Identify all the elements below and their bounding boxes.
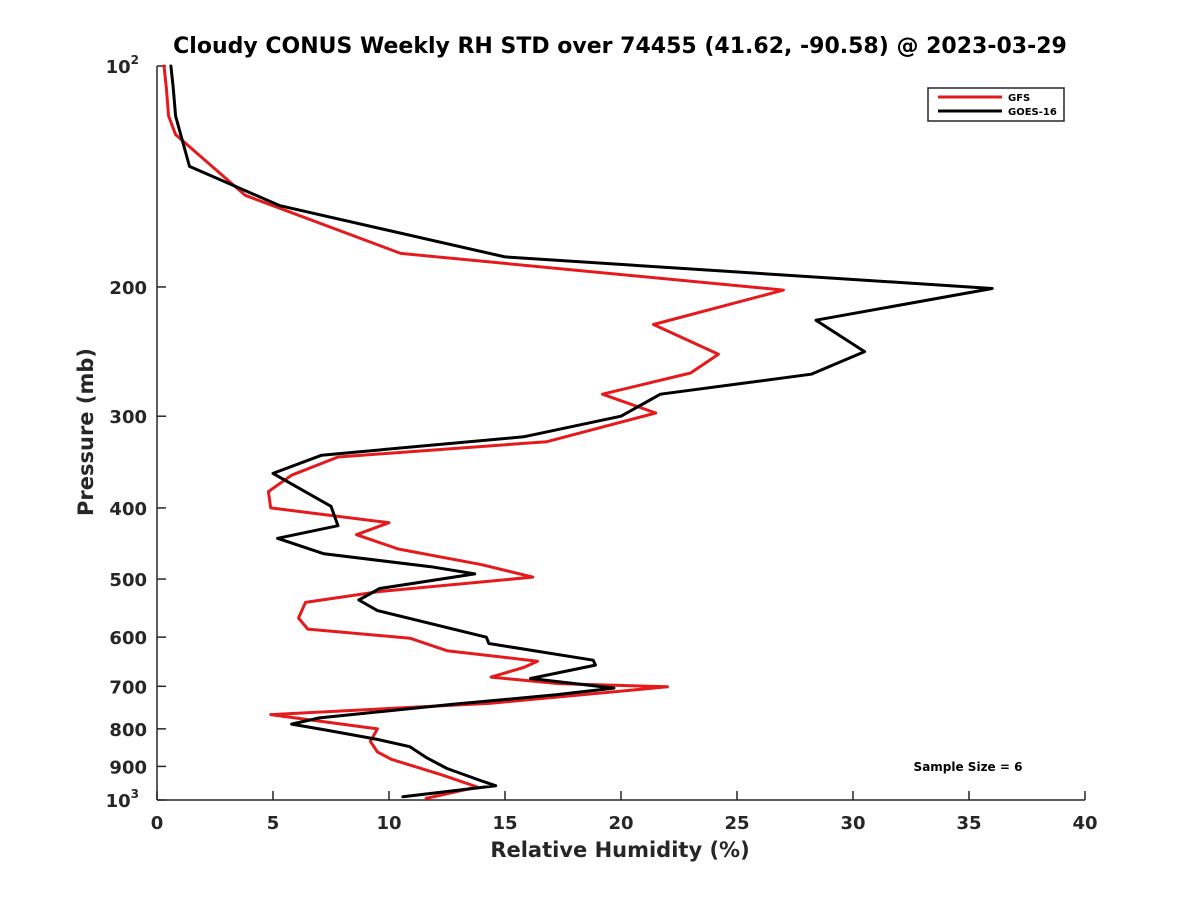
x-tick-label: 0 <box>151 813 164 834</box>
y-tick-label: 400 <box>109 499 147 520</box>
y-tick-label: 800 <box>109 720 147 741</box>
legend-label: GFS <box>1008 93 1030 104</box>
sample-size-annotation: Sample Size = 6 <box>914 760 1023 774</box>
x-tick-label: 20 <box>608 813 633 834</box>
legend: GFS GOES-16 <box>927 87 1065 122</box>
x-axis-label: Relative Humidity (%) <box>490 838 749 862</box>
chart-title: Cloudy CONUS Weekly RH STD over 74455 (4… <box>173 34 1067 59</box>
y-tick-label: 103 <box>106 787 139 812</box>
legend-label: GOES-16 <box>1008 107 1057 118</box>
x-tick-label: 15 <box>492 813 517 834</box>
series-line-gfs <box>162 64 785 800</box>
y-axis-label: Pressure (mb) <box>74 348 98 516</box>
y-tick-label: 300 <box>109 407 147 428</box>
x-tick-label: 30 <box>840 813 865 834</box>
y-tick-label: 600 <box>109 628 147 649</box>
x-tick-label: 10 <box>376 813 401 834</box>
x-tick-label: 40 <box>1072 813 1097 834</box>
y-tick-label: 900 <box>109 757 147 778</box>
y-tick-label: 700 <box>109 677 147 698</box>
x-tick-label: 25 <box>724 813 749 834</box>
x-tick-label: 35 <box>956 813 981 834</box>
y-tick-label: 200 <box>109 278 147 299</box>
x-tick-label: 5 <box>267 813 280 834</box>
y-tick-label: 500 <box>109 570 147 591</box>
y-tick-label: 102 <box>106 53 139 78</box>
legend-box <box>927 87 1065 122</box>
series-line-goes-16 <box>169 64 994 799</box>
